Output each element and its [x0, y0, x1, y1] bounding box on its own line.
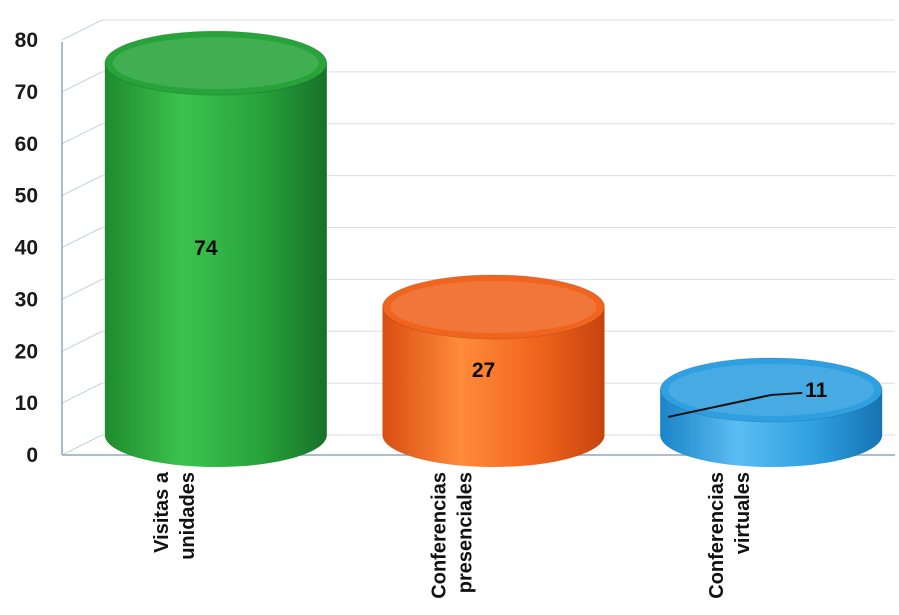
gridline-depth [61, 123, 103, 145]
gridline-depth [61, 19, 103, 41]
bar-body [382, 306, 605, 467]
x-tick-label: unidades [177, 472, 199, 560]
bar [382, 274, 605, 467]
y-tick-label: 0 [26, 444, 38, 467]
bar-top-highlight [390, 280, 597, 333]
data-label: 11 [805, 379, 828, 402]
y-tick-label: 50 [15, 185, 38, 208]
y-tick-label: 70 [15, 81, 38, 104]
gridline-depth [61, 278, 103, 300]
x-tick-label: presenciales [455, 472, 477, 593]
bar-body [104, 63, 327, 467]
y-tick-label: 10 [15, 392, 38, 415]
data-label: 27 [472, 359, 495, 382]
x-tick-label: Conferencias [429, 472, 451, 599]
y-tick-label: 30 [15, 288, 38, 311]
x-tick-label: Conferencias [706, 472, 728, 599]
gridline-depth [61, 71, 103, 93]
gridline-depth [61, 382, 103, 404]
bar-top-highlight [112, 37, 319, 90]
y-tick-label: 80 [15, 29, 38, 52]
gridline-depth [61, 175, 103, 197]
x-tick-label: virtuales [732, 472, 754, 554]
bar-top [104, 30, 328, 96]
gridline-depth [61, 227, 103, 248]
gridline-depth [61, 434, 103, 456]
bar-top-highlight [668, 363, 875, 416]
y-tick-label: 60 [15, 133, 38, 156]
y-tick-label: 40 [15, 237, 38, 260]
gridline-depth [61, 330, 103, 352]
leader-line [667, 391, 803, 418]
bar [104, 30, 328, 467]
bar-top [382, 274, 605, 340]
bars [104, 30, 883, 467]
x-tick-label: Visitas a [151, 471, 173, 553]
data-label: 74 [194, 237, 218, 260]
y-tick-label: 20 [15, 340, 38, 363]
